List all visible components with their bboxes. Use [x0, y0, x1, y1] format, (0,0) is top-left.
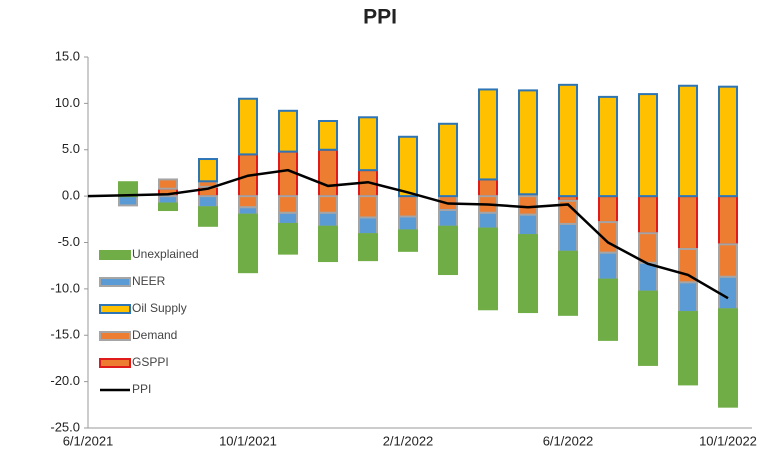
bar	[158, 178, 178, 190]
bar	[318, 195, 338, 214]
bar	[318, 225, 338, 263]
x-tick-label: 10/1/2021	[219, 433, 277, 448]
bar	[518, 234, 538, 314]
bar	[518, 195, 538, 216]
bar	[478, 211, 498, 230]
bar	[638, 93, 658, 198]
bar	[638, 232, 658, 264]
legend-label: NEER	[132, 274, 166, 288]
legend-swatch	[99, 277, 131, 287]
legend-swatch	[99, 358, 131, 368]
bar	[238, 195, 258, 209]
bar	[238, 206, 258, 216]
y-tick-label: -15.0	[50, 327, 80, 342]
y-tick-label: 0.0	[62, 188, 80, 203]
legend-label: PPI	[132, 382, 151, 396]
bar	[118, 195, 138, 207]
bar	[718, 308, 738, 408]
y-tick-label: 10.0	[55, 95, 80, 110]
bar	[318, 148, 338, 198]
bar	[398, 229, 418, 252]
legend-label: Demand	[132, 328, 177, 342]
bar	[358, 195, 378, 219]
legend-swatch	[99, 250, 131, 260]
bar	[398, 215, 418, 232]
y-tick-label: -25.0	[50, 419, 80, 434]
bar	[478, 178, 498, 198]
bar	[718, 275, 738, 311]
bar	[438, 122, 458, 198]
bar	[238, 97, 258, 156]
bar	[158, 195, 178, 205]
bar	[438, 209, 458, 228]
bar	[598, 278, 618, 341]
x-tick-label: 2/1/2022	[383, 433, 434, 448]
y-tick-label: 15.0	[55, 48, 80, 63]
bar	[198, 158, 218, 183]
x-tick-label: 6/1/2022	[543, 433, 594, 448]
bar	[238, 213, 258, 274]
bar	[518, 89, 538, 196]
y-tick-label: -20.0	[50, 373, 80, 388]
legend-label: GSPPI	[132, 355, 169, 369]
bar	[278, 222, 298, 255]
bar	[278, 195, 298, 214]
bar	[358, 116, 378, 172]
bar	[598, 251, 618, 281]
bar	[198, 206, 218, 227]
bar	[678, 311, 698, 386]
bar	[358, 233, 378, 262]
bar	[718, 195, 738, 246]
bar	[638, 290, 658, 366]
x-tick-label: 10/1/2022	[699, 433, 757, 448]
bar	[558, 250, 578, 316]
bar	[518, 213, 538, 237]
bar	[278, 109, 298, 153]
bar	[558, 222, 578, 253]
bar	[638, 261, 658, 293]
bar	[678, 84, 698, 198]
y-tick-label: -5.0	[58, 234, 80, 249]
bar	[318, 119, 338, 151]
bar	[718, 85, 738, 198]
x-tick-label: 6/1/2021	[63, 433, 114, 448]
bar	[598, 195, 618, 224]
line	[87, 168, 729, 300]
bar	[478, 227, 498, 311]
y-tick-label: -10.0	[50, 280, 80, 295]
legend-swatch	[99, 304, 131, 314]
bar	[558, 83, 578, 198]
bar	[638, 195, 658, 235]
bar	[398, 195, 418, 218]
legend-label: Oil Supply	[132, 301, 187, 315]
bar	[598, 95, 618, 198]
bar	[438, 225, 458, 276]
bar	[478, 88, 498, 181]
bar	[718, 243, 738, 278]
y-tick-label: 5.0	[62, 141, 80, 156]
legend-swatch	[99, 331, 131, 341]
bar	[678, 195, 698, 250]
bar	[158, 202, 178, 212]
bar	[198, 195, 218, 209]
bar	[398, 135, 418, 198]
bar	[318, 211, 338, 228]
chart-title: PPI	[363, 6, 397, 29]
bar	[678, 281, 698, 314]
bar	[358, 216, 378, 236]
bar	[278, 211, 298, 225]
legend-label: Unexplained	[132, 247, 199, 261]
